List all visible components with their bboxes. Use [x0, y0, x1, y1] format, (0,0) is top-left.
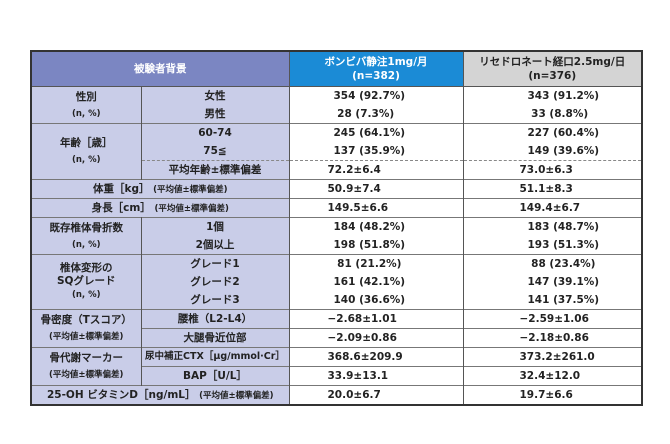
- sub-label: 尿中補正CTX［μg/mmol·Cr］: [140, 347, 290, 367]
- value-b: −2.59±1.06: [462, 309, 643, 329]
- value-a: 354 (92.7%): [288, 86, 464, 105]
- value-a: 72.2±6.4: [288, 160, 464, 180]
- header-background: 被験者背景: [30, 51, 290, 87]
- sq-label: 椎体変形の SQグレード (n, %): [30, 254, 142, 310]
- table-row: グレード3 140 (36.6%) 141 (37.5%): [31, 291, 643, 310]
- age-label: 年齢［歳］ (n, %): [30, 123, 142, 180]
- value-a: 81 (21.2%): [288, 254, 464, 273]
- sub-label: 男性: [140, 105, 290, 124]
- value-a: 28 (7.3%): [288, 105, 464, 124]
- bmd-label: 骨密度（Tスコア） (平均値±標準偏差): [30, 309, 142, 348]
- sub-label: 2個以上: [140, 236, 290, 255]
- marker-label: 骨代謝マーカー (平均値±標準偏差): [30, 347, 142, 386]
- fracture-label: 既存椎体骨折数 (n, %): [30, 217, 142, 255]
- sub-label: 平均年齢±標準偏差: [140, 160, 290, 180]
- value-a: −2.09±0.86: [288, 328, 464, 348]
- value-b: 73.0±6.3: [462, 160, 643, 180]
- table-row: 75≦ 137 (35.9%) 149 (39.6%): [31, 142, 643, 161]
- header-row: 被験者背景 ボンビバ静注1mg/月 (n=382) リセドロネート経口2.5mg/…: [30, 51, 643, 87]
- table-row: 性別 (n, %) 女性 354 (92.7%) 343 (91.2%): [30, 86, 643, 124]
- value-a: 149.5±6.6: [288, 198, 464, 218]
- value-b: 19.7±6.6: [462, 385, 643, 405]
- table-row: 椎体変形の SQグレード (n, %) グレード1 81 (21.2%) 88 (2…: [30, 254, 643, 310]
- sub-label: 60-74: [140, 123, 290, 142]
- sub-label: 1個: [140, 217, 290, 236]
- value-a: 140 (36.6%): [288, 291, 464, 310]
- value-a: 368.6±209.9: [288, 347, 464, 367]
- value-b: 193 (51.3%): [462, 236, 643, 255]
- value-b: 183 (48.7%): [462, 217, 643, 236]
- value-a: 50.9±7.4: [288, 179, 464, 199]
- value-b: 51.1±8.3: [462, 179, 643, 199]
- value-b: 88 (23.4%): [462, 254, 643, 273]
- value-a: 33.9±13.1: [288, 366, 464, 386]
- value-a: 20.0±6.7: [288, 385, 464, 405]
- value-b: 147 (39.1%): [462, 273, 643, 291]
- value-b: −2.18±0.86: [462, 328, 643, 348]
- value-b: 33 (8.8%): [462, 105, 643, 124]
- value-a: −2.68±1.01: [288, 309, 464, 329]
- sub-label: BAP［U/L］: [140, 366, 290, 386]
- header-bonviva: ボンビバ静注1mg/月 (n=382): [288, 51, 464, 87]
- sub-label: グレード3: [140, 291, 290, 310]
- table-row: BAP［U/L］ 33.9±13.1 32.4±12.0: [31, 366, 643, 386]
- table-row: 骨代謝マーカー (平均値±標準偏差) 尿中補正CTX［μg/mmol·Cr］ 36…: [30, 347, 643, 386]
- sub-label: 腰椎（L2-L4）: [140, 309, 290, 329]
- value-b: 343 (91.2%): [462, 86, 643, 105]
- value-b: 373.2±261.0: [462, 347, 643, 367]
- table-row: 身長［cm］ (平均値±標準偏差) 149.5±6.6 149.4±6.7: [30, 198, 643, 218]
- table-row: 骨密度（Tスコア） (平均値±標準偏差) 腰椎（L2-L4） −2.68±1.01…: [30, 309, 643, 348]
- table-row: 年齢［歳］ (n, %) 60-74 245 (64.1%) 227 (60.4%…: [30, 123, 643, 180]
- table-row: グレード2 161 (42.1%) 147 (39.1%): [31, 273, 643, 291]
- value-a: 245 (64.1%): [288, 123, 464, 142]
- value-a: 137 (35.9%): [288, 142, 464, 161]
- sub-label: グレード2: [140, 273, 290, 291]
- value-a: 161 (42.1%): [288, 273, 464, 291]
- value-b: 141 (37.5%): [462, 291, 643, 310]
- sub-label: 女性: [140, 86, 290, 105]
- value-b: 227 (60.4%): [462, 123, 643, 142]
- patient-background-table: 被験者背景 ボンビバ静注1mg/月 (n=382) リセドロネート経口2.5mg/…: [30, 50, 643, 406]
- value-b: 149.4±6.7: [462, 198, 643, 218]
- table-row: 男性 28 (7.3%) 33 (8.8%): [31, 105, 643, 124]
- value-b: 32.4±12.0: [462, 366, 643, 386]
- sub-label: 75≦: [140, 142, 290, 161]
- value-a: 184 (48.2%): [288, 217, 464, 236]
- sub-label: グレード1: [140, 254, 290, 273]
- table-row: 体重［kg］ (平均値±標準偏差) 50.9±7.4 51.1±8.3: [30, 179, 643, 199]
- header-risedronate: リセドロネート経口2.5mg/日 (n=376): [462, 51, 643, 87]
- weight-label: 体重［kg］ (平均値±標準偏差): [30, 179, 290, 199]
- value-a: 198 (51.8%): [288, 236, 464, 255]
- table-row: 平均年齢±標準偏差 72.2±6.4 73.0±6.3: [31, 160, 643, 180]
- sub-label: 大腿骨近位部: [140, 328, 290, 348]
- sex-label: 性別 (n, %): [30, 86, 142, 124]
- height-label: 身長［cm］ (平均値±標準偏差): [30, 198, 290, 218]
- table-row: 既存椎体骨折数 (n, %) 1個 184 (48.2%) 183 (48.7%): [30, 217, 643, 255]
- table-row: 大腿骨近位部 −2.09±0.86 −2.18±0.86: [31, 328, 643, 348]
- value-b: 149 (39.6%): [462, 142, 643, 161]
- table-row: 25-OH ビタミンD［ng/mL］ (平均値±標準偏差) 20.0±6.7 1…: [30, 385, 643, 405]
- vitd-label: 25-OH ビタミンD［ng/mL］ (平均値±標準偏差): [30, 385, 290, 405]
- table-row: 2個以上 198 (51.8%) 193 (51.3%): [31, 236, 643, 255]
